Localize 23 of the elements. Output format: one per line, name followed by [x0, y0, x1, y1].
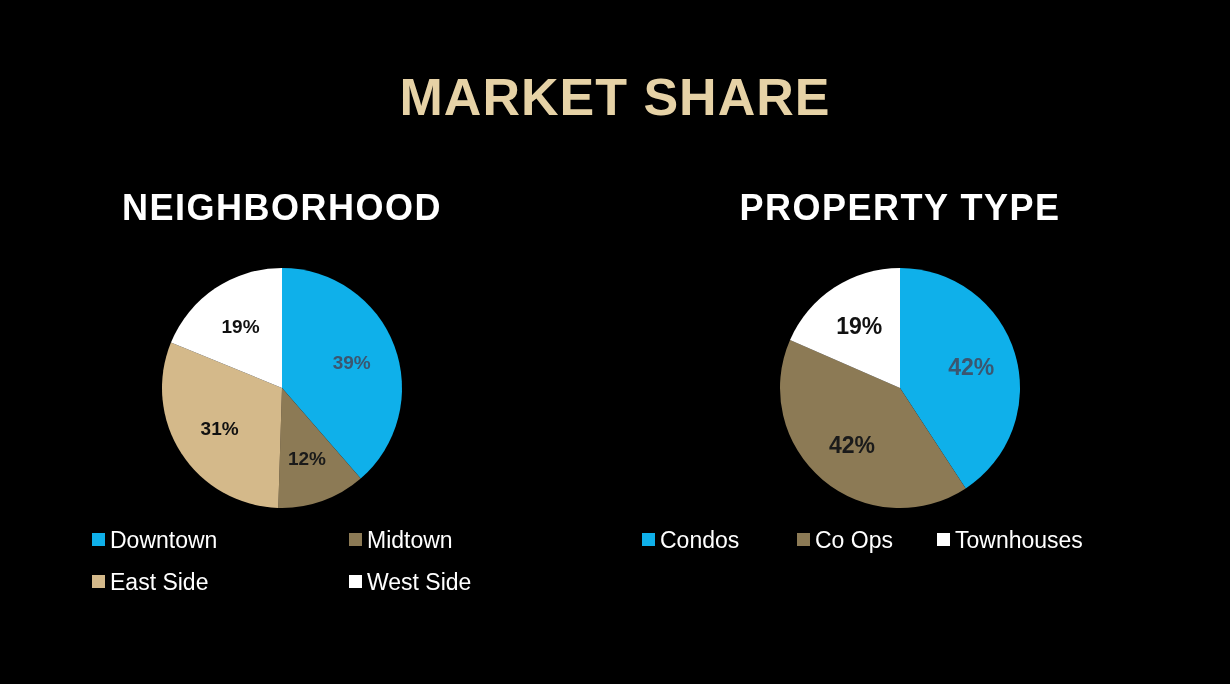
pie-slice — [278, 388, 361, 508]
data-label: 19% — [836, 312, 883, 339]
legend-label: East Side — [110, 569, 209, 596]
legend-label: Downtown — [110, 527, 218, 554]
chart-title: PROPERTY TYPE — [739, 187, 1061, 228]
legend-label: Condos — [660, 527, 740, 554]
data-label: 12% — [287, 447, 327, 469]
text: MARKET SHARE — [399, 68, 831, 126]
legend-label: Co Ops — [815, 527, 893, 554]
pie-slice — [790, 268, 900, 388]
data-label: 39% — [332, 351, 371, 373]
pie-slice — [162, 342, 282, 508]
pie-slice — [170, 268, 282, 388]
chart-title: NEIGHBORHOOD — [121, 187, 443, 228]
data-label: 42% — [828, 431, 876, 458]
pie-slice — [900, 268, 1020, 489]
data-label: 42% — [948, 353, 995, 380]
data-label: 19% — [221, 315, 260, 337]
legend-label: West Side — [367, 569, 472, 596]
data-label: 31% — [200, 418, 239, 440]
pie-slice — [282, 268, 402, 479]
legend-label: Townhouses — [955, 527, 1083, 554]
legend-label: Midtown — [367, 527, 453, 554]
